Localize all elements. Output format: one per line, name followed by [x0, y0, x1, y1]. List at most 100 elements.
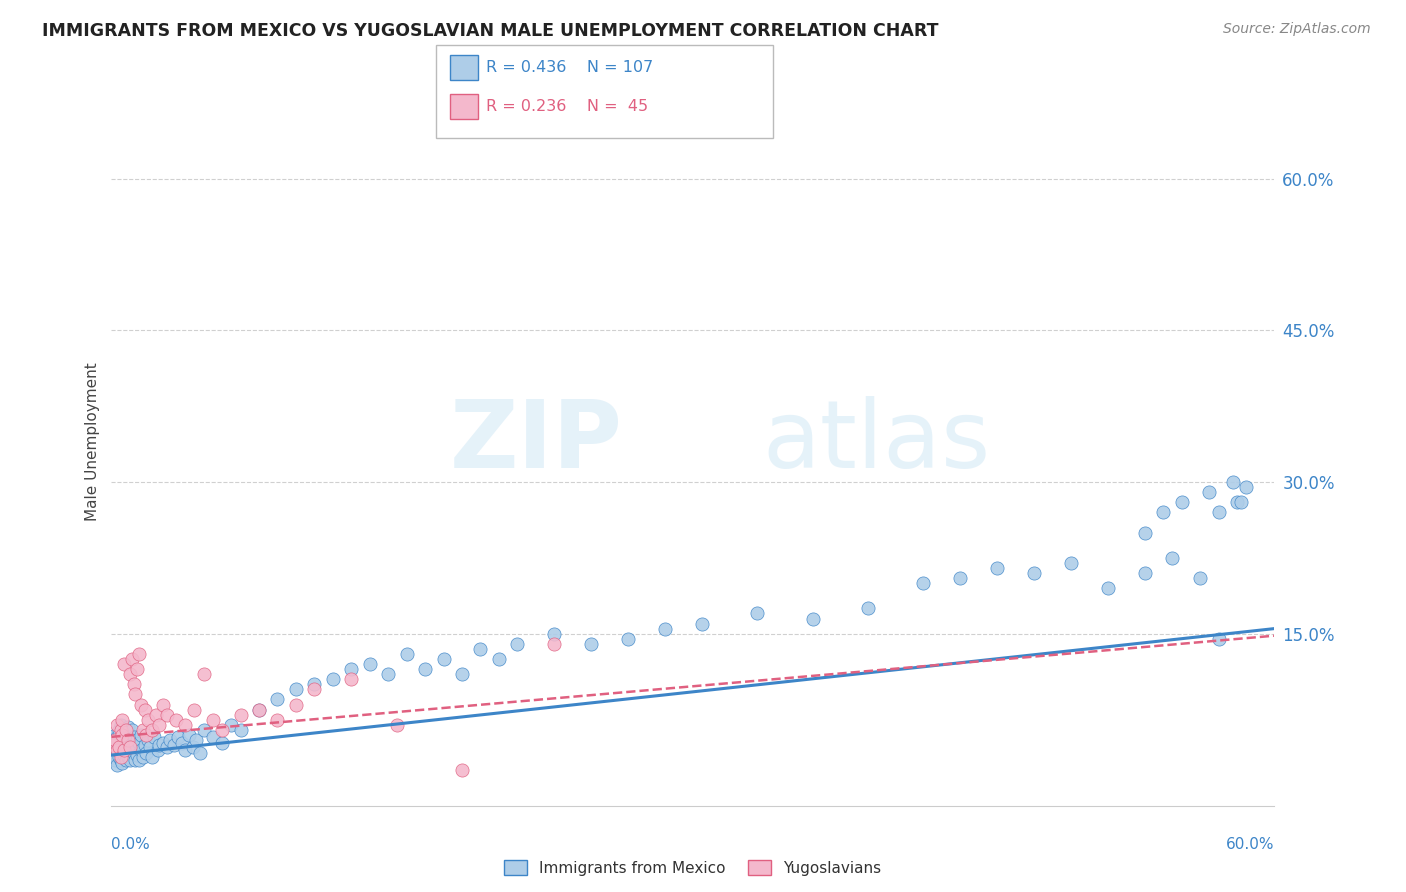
Point: [1229, 495, 1251, 509]
Point: [112, 723, 135, 737]
Point: [247, 702, 270, 716]
Point: [174, 743, 197, 757]
Point: [856, 601, 879, 615]
Point: [110, 750, 132, 764]
Point: [112, 743, 135, 757]
Point: [159, 732, 181, 747]
Point: [129, 743, 152, 757]
Point: [1208, 632, 1230, 646]
Point: [105, 717, 128, 731]
Point: [181, 739, 204, 754]
Point: [118, 739, 141, 754]
Point: [117, 732, 139, 747]
Point: [121, 652, 143, 666]
Point: [170, 736, 193, 750]
Point: [387, 717, 409, 731]
Point: [1060, 556, 1083, 570]
Point: [115, 739, 138, 754]
Point: [115, 753, 138, 767]
Point: [177, 728, 200, 742]
Point: [115, 728, 138, 742]
Point: [543, 626, 565, 640]
Point: [105, 743, 128, 757]
Point: [183, 702, 205, 716]
Point: [1170, 495, 1192, 509]
Point: [105, 743, 128, 757]
Point: [103, 738, 125, 752]
Point: [432, 652, 454, 666]
Text: 60.0%: 60.0%: [1226, 837, 1274, 852]
Point: [122, 730, 145, 744]
Point: [377, 667, 399, 681]
Point: [266, 692, 288, 706]
Point: [579, 637, 602, 651]
Point: [104, 732, 127, 747]
Point: [117, 720, 139, 734]
Point: [174, 717, 197, 731]
Point: [211, 736, 233, 750]
Point: [107, 739, 129, 754]
Point: [201, 730, 224, 744]
Point: [1234, 480, 1257, 494]
Point: [949, 571, 972, 585]
Point: [304, 677, 326, 691]
Text: 0.0%: 0.0%: [111, 837, 150, 852]
Point: [163, 738, 186, 752]
Point: [201, 713, 224, 727]
Point: [134, 738, 156, 752]
Point: [104, 728, 127, 742]
Point: [117, 750, 139, 764]
Point: [134, 702, 156, 716]
Point: [1152, 505, 1174, 519]
Point: [128, 647, 150, 661]
Point: [146, 743, 169, 757]
Point: [912, 576, 935, 591]
Legend: Immigrants from Mexico, Yugoslavians: Immigrants from Mexico, Yugoslavians: [498, 854, 887, 882]
Point: [986, 561, 1008, 575]
Point: [122, 677, 145, 691]
Point: [129, 698, 152, 712]
Point: [111, 756, 134, 771]
Point: [152, 698, 174, 712]
Point: [266, 713, 288, 727]
Text: R = 0.236    N =  45: R = 0.236 N = 45: [486, 99, 648, 113]
Point: [1222, 475, 1244, 489]
Point: [110, 736, 132, 750]
Text: ZIP: ZIP: [450, 395, 623, 488]
Point: [110, 717, 132, 731]
Point: [124, 687, 146, 701]
Point: [111, 728, 134, 742]
Point: [395, 647, 418, 661]
Point: [132, 750, 155, 764]
Point: [105, 730, 128, 744]
Text: IMMIGRANTS FROM MEXICO VS YUGOSLAVIAN MALE UNEMPLOYMENT CORRELATION CHART: IMMIGRANTS FROM MEXICO VS YUGOSLAVIAN MA…: [42, 22, 939, 40]
Point: [1189, 571, 1212, 585]
Point: [747, 607, 769, 621]
Point: [121, 723, 143, 737]
Point: [111, 713, 134, 727]
Point: [128, 753, 150, 767]
Point: [470, 641, 492, 656]
Point: [1022, 566, 1045, 580]
Point: [127, 732, 149, 747]
Point: [284, 682, 307, 697]
Point: [506, 637, 529, 651]
Y-axis label: Male Unemployment: Male Unemployment: [86, 362, 100, 521]
Point: [127, 662, 149, 676]
Point: [340, 662, 363, 676]
Point: [121, 738, 143, 752]
Point: [166, 730, 188, 744]
Text: Source: ZipAtlas.com: Source: ZipAtlas.com: [1223, 22, 1371, 37]
Point: [105, 758, 128, 772]
Point: [136, 732, 159, 747]
Point: [1226, 495, 1249, 509]
Point: [690, 616, 713, 631]
Point: [188, 746, 211, 760]
Point: [118, 743, 141, 757]
Point: [186, 732, 208, 747]
Point: [359, 657, 381, 671]
Point: [451, 667, 474, 681]
Point: [1208, 505, 1230, 519]
Point: [112, 747, 135, 762]
Point: [148, 738, 170, 752]
